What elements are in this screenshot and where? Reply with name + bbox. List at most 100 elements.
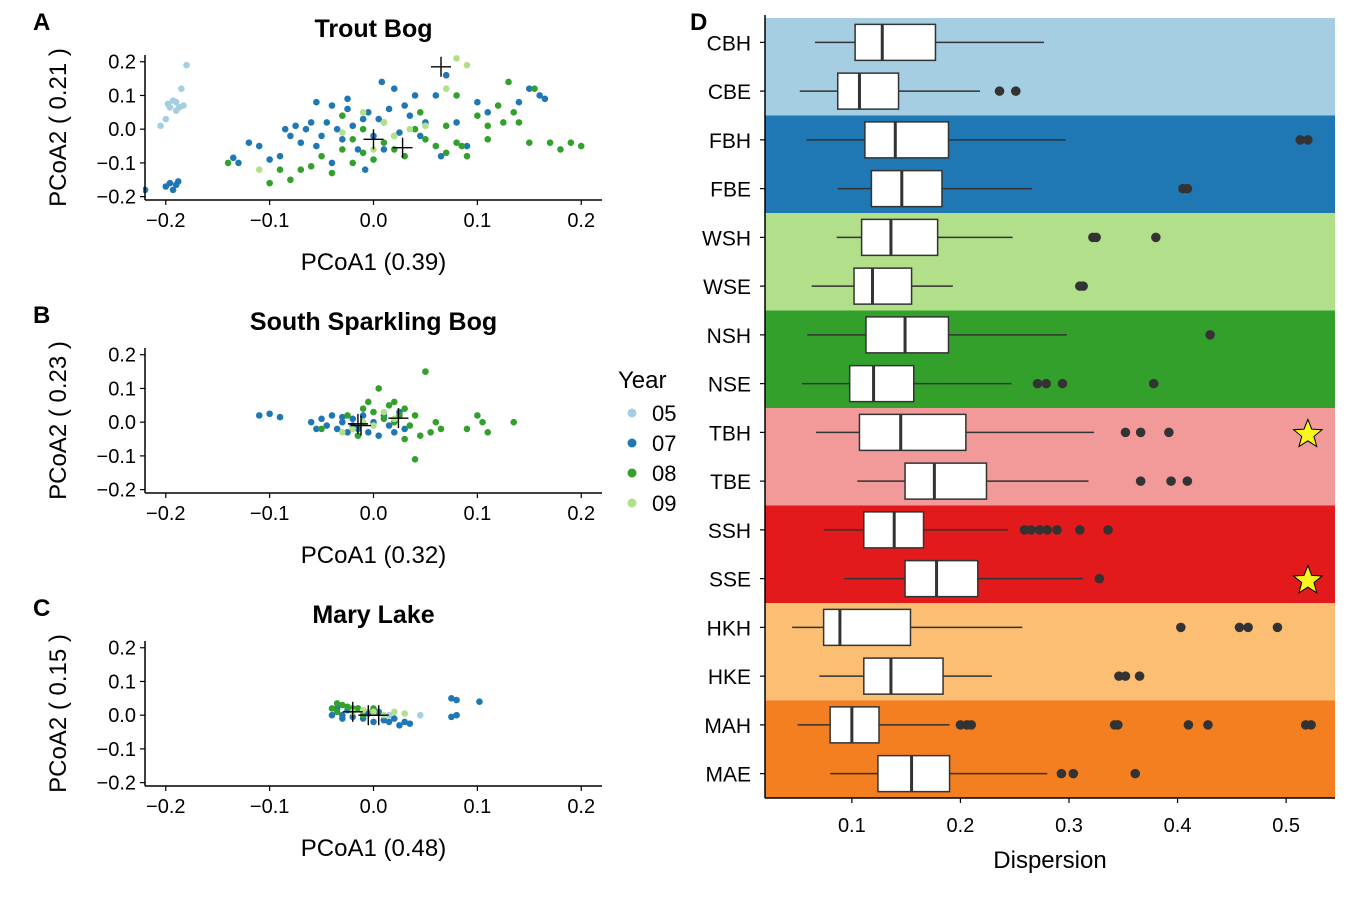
outlier-point bbox=[1057, 378, 1068, 389]
group-band bbox=[765, 505, 1335, 603]
y-tick-label: 0.1 bbox=[108, 671, 136, 693]
points-layer bbox=[255, 368, 518, 463]
point-year-07 bbox=[401, 102, 408, 109]
point-year-07 bbox=[349, 122, 357, 130]
point-year-08 bbox=[224, 159, 232, 167]
y-tick-label: NSH bbox=[707, 325, 751, 348]
point-year-09 bbox=[370, 422, 377, 429]
y-tick-label: 0.2 bbox=[108, 345, 136, 367]
point-year-08 bbox=[567, 139, 575, 146]
point-year-07 bbox=[266, 156, 273, 163]
x-tick-label: 0.0 bbox=[360, 210, 388, 232]
point-year-08 bbox=[276, 166, 284, 173]
point-year-08 bbox=[411, 412, 419, 419]
box-NSH bbox=[807, 316, 1215, 354]
outlier-point bbox=[1183, 720, 1194, 730]
point-year-07 bbox=[339, 711, 346, 719]
outlier-point bbox=[1148, 378, 1159, 389]
outlier-point bbox=[1034, 525, 1045, 535]
y-tick-label: TBE bbox=[710, 471, 751, 494]
point-year-07 bbox=[287, 132, 294, 140]
x-tick-label: 0.5 bbox=[1272, 815, 1300, 837]
outlier-point bbox=[1113, 720, 1123, 730]
x-tick-label: −0.2 bbox=[146, 210, 185, 232]
point-year-07 bbox=[361, 166, 369, 173]
point-year-08 bbox=[365, 398, 372, 406]
outlier-point bbox=[1042, 525, 1053, 535]
box-iqr bbox=[854, 23, 937, 62]
point-year-08 bbox=[380, 139, 388, 146]
outlier-point bbox=[1011, 86, 1021, 96]
y-axis-title: PCoA2 ( 0.21 ) bbox=[45, 48, 72, 207]
outlier-point bbox=[1041, 378, 1051, 389]
box-iqr bbox=[877, 754, 951, 793]
point-year-07 bbox=[484, 109, 492, 116]
outlier-point bbox=[1203, 720, 1213, 730]
point-year-08 bbox=[339, 701, 346, 709]
point-year-05 bbox=[385, 711, 393, 719]
y-tick-label: HKH bbox=[707, 617, 751, 640]
point-year-08 bbox=[463, 425, 471, 433]
point-year-07 bbox=[313, 142, 320, 150]
point-year-09 bbox=[390, 132, 398, 140]
scatter-panel-2: South Sparkling Bog −0.2 −0.1 0.0 0.1 0.2 −0.2… bbox=[45, 308, 602, 569]
legend-key-08 bbox=[627, 468, 637, 478]
x-tick-label: 0.2 bbox=[947, 815, 975, 837]
point-year-07 bbox=[323, 119, 331, 126]
box-iqr bbox=[904, 462, 988, 500]
y-tick-label: HKE bbox=[708, 666, 751, 689]
box-iqr bbox=[858, 413, 967, 452]
box-SSE bbox=[844, 559, 1105, 598]
outlier-point bbox=[1135, 476, 1146, 486]
point-year-09 bbox=[255, 166, 263, 173]
point-year-07 bbox=[323, 422, 331, 429]
box-iqr bbox=[904, 559, 979, 598]
point-year-09 bbox=[401, 710, 408, 717]
outlier-point bbox=[1094, 573, 1105, 584]
point-year-07 bbox=[174, 178, 182, 185]
y-tick-label: −0.2 bbox=[97, 773, 136, 795]
point-year-07 bbox=[318, 132, 325, 140]
point-year-07 bbox=[354, 146, 362, 153]
x-axis-title: PCoA1 (0.39) bbox=[301, 249, 446, 276]
year-legend: Year 05 07 08 09 bbox=[618, 367, 676, 516]
x-tick-label: 0.4 bbox=[1164, 815, 1192, 837]
point-year-08 bbox=[437, 425, 445, 433]
point-year-08 bbox=[344, 703, 351, 711]
box-iqr bbox=[836, 72, 900, 110]
box-NSE bbox=[801, 364, 1159, 403]
box-iqr bbox=[863, 657, 944, 695]
point-year-05 bbox=[178, 85, 185, 93]
point-year-07 bbox=[476, 698, 483, 705]
point-year-09 bbox=[463, 61, 471, 69]
point-year-08 bbox=[339, 112, 346, 119]
legend-label-09: 09 bbox=[652, 491, 676, 516]
outlier-point bbox=[1182, 476, 1193, 486]
panel-label-c: C bbox=[33, 595, 50, 622]
point-year-08 bbox=[458, 142, 466, 150]
point-year-07 bbox=[396, 129, 403, 136]
point-year-08 bbox=[349, 159, 357, 167]
chart-title: Trout Bog bbox=[314, 15, 432, 43]
point-year-07 bbox=[333, 125, 341, 133]
point-year-08 bbox=[416, 432, 424, 439]
point-year-07 bbox=[515, 98, 523, 106]
point-year-07 bbox=[245, 139, 253, 146]
point-year-07 bbox=[406, 112, 414, 119]
y-tick-label: −0.2 bbox=[97, 187, 136, 209]
point-year-07 bbox=[453, 696, 460, 704]
point-year-08 bbox=[442, 122, 450, 130]
point-year-08 bbox=[307, 162, 315, 170]
y-tick-label: FBH bbox=[709, 130, 751, 153]
x-axis-title: PCoA1 (0.48) bbox=[301, 835, 446, 862]
y-tick-label: −0.1 bbox=[97, 446, 136, 468]
legend-label-07: 07 bbox=[652, 431, 676, 456]
point-year-07 bbox=[536, 92, 543, 99]
point-year-07 bbox=[344, 105, 351, 113]
point-year-07 bbox=[169, 186, 177, 194]
y-tick-label: 0.0 bbox=[108, 412, 136, 434]
point-year-07 bbox=[255, 142, 263, 150]
point-year-08 bbox=[479, 418, 486, 426]
outlier-point bbox=[966, 720, 977, 730]
